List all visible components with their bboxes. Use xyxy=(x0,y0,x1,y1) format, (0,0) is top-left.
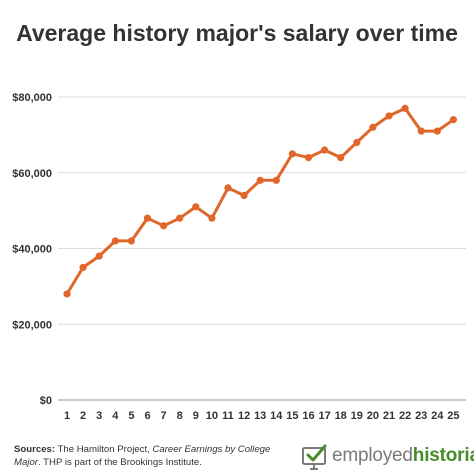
data-point xyxy=(321,146,329,154)
data-point xyxy=(240,191,248,200)
data-point xyxy=(353,138,361,147)
y-tick-label: $40,000 xyxy=(12,244,52,256)
data-point xyxy=(369,123,377,131)
x-tick-label: 7 xyxy=(161,410,167,422)
x-tick-label: 3 xyxy=(96,410,102,422)
data-point xyxy=(192,203,200,211)
logo-part-employed: employed xyxy=(332,445,413,466)
chart-title: Average history major's salary over time xyxy=(16,20,458,46)
x-tick-label: 5 xyxy=(128,410,134,422)
x-axis-tick-labels: 1 2 3 4 5 6 7 8 9 10 11 12 13 14 15 16 17 18 19 20 21 22 23 24 2… xyxy=(64,410,460,422)
data-point xyxy=(176,214,184,222)
data-point xyxy=(449,116,457,124)
x-tick-label: 1 xyxy=(64,410,70,422)
source-note: Sources: The Hamilton Project, Career Ea… xyxy=(14,443,279,469)
x-tick-label: 22 xyxy=(399,410,411,422)
logo-wordmark: employedhistorian xyxy=(332,445,474,467)
x-tick-label: 11 xyxy=(222,410,234,422)
x-tick-label: 20 xyxy=(367,410,379,422)
data-point xyxy=(433,127,441,135)
x-tick-label: 25 xyxy=(447,410,459,422)
x-tick-label: 13 xyxy=(254,410,266,422)
x-tick-label: 18 xyxy=(335,410,347,422)
data-point xyxy=(337,154,345,162)
data-point xyxy=(417,127,425,135)
x-tick-label: 4 xyxy=(112,410,119,422)
data-point xyxy=(79,263,87,272)
x-tick-label: 10 xyxy=(206,410,218,422)
data-point xyxy=(401,104,409,112)
data-point xyxy=(288,150,296,158)
data-point xyxy=(63,290,71,298)
data-point xyxy=(208,214,216,222)
monitor-check-icon xyxy=(302,444,327,470)
x-tick-label: 2 xyxy=(80,410,86,422)
y-tick-label: $60,000 xyxy=(12,168,52,180)
data-points xyxy=(63,104,457,298)
y-tick-label: $20,000 xyxy=(12,319,52,331)
y-tick-label: $0 xyxy=(40,395,52,407)
x-tick-label: 21 xyxy=(383,410,395,422)
data-point xyxy=(224,184,232,192)
x-tick-label: 14 xyxy=(270,410,283,422)
data-point xyxy=(385,112,393,120)
x-tick-label: 24 xyxy=(431,410,444,422)
x-tick-label: 23 xyxy=(415,410,427,422)
data-point xyxy=(256,176,264,184)
data-point xyxy=(127,237,135,245)
x-tick-label: 17 xyxy=(318,410,330,422)
x-tick-label: 9 xyxy=(193,410,199,422)
data-point xyxy=(304,154,313,162)
y-axis-tick-labels: $0 $20,000 $40,000 $60,000 $80,000 xyxy=(12,92,52,407)
data-point xyxy=(143,214,152,222)
series-line-salary xyxy=(65,106,455,295)
source-text-1: The Hamilton Project, xyxy=(55,444,153,455)
x-tick-label: 15 xyxy=(286,410,298,422)
y-tick-label: $80,000 xyxy=(12,92,52,104)
x-tick-label: 6 xyxy=(144,410,150,422)
x-tick-label: 12 xyxy=(238,410,250,422)
data-point xyxy=(111,237,119,245)
source-text-2: . THP is part of the Brookings Institute… xyxy=(38,457,202,468)
grid-lines xyxy=(58,96,466,325)
source-publication: Career Earnings by College Major xyxy=(14,444,271,468)
data-point xyxy=(272,176,280,184)
data-point xyxy=(160,222,168,230)
employed-historian-logo: employedhistorian xyxy=(299,442,474,472)
x-tick-label: 16 xyxy=(302,410,314,422)
logo-part-historian: historian xyxy=(412,445,474,466)
x-tick-label: 19 xyxy=(351,410,363,422)
x-tick-label: 8 xyxy=(177,410,183,422)
data-point xyxy=(95,252,103,260)
source-label: Sources: xyxy=(14,444,56,455)
